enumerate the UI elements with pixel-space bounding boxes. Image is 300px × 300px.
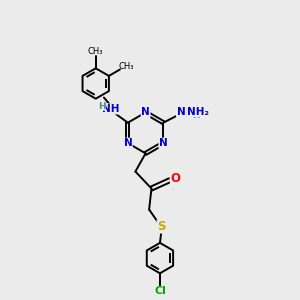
Text: CH₃: CH₃ [88, 47, 103, 56]
Text: NH: NH [102, 104, 119, 114]
Text: H: H [192, 111, 199, 120]
Text: NH: NH [176, 106, 194, 117]
Text: NH₂: NH₂ [187, 106, 209, 117]
Text: Cl: Cl [154, 286, 166, 296]
Text: O: O [170, 172, 180, 185]
Text: N: N [124, 138, 132, 148]
Text: H: H [98, 101, 105, 110]
Text: S: S [157, 220, 166, 233]
Text: CH₃: CH₃ [118, 62, 134, 71]
Text: N: N [141, 107, 150, 117]
Text: N: N [159, 138, 168, 148]
